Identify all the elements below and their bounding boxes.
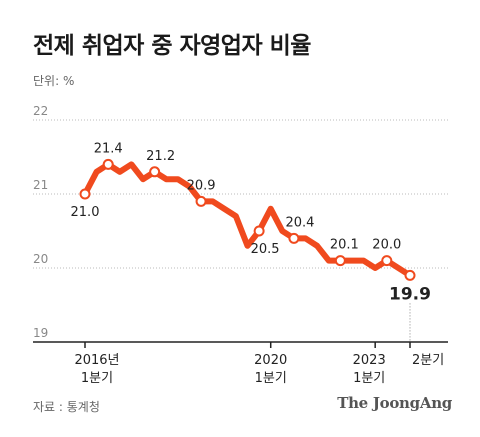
- data-point-marker: [195, 195, 207, 207]
- y-tick-label: 21: [33, 178, 48, 192]
- data-label: 21.0: [71, 205, 100, 220]
- data-point-marker: [253, 225, 265, 237]
- x-tick-label: 2분기: [412, 353, 444, 368]
- y-tick-label: 20: [33, 252, 48, 266]
- y-tick-label: 19: [33, 326, 48, 340]
- data-label: 20.5: [251, 242, 280, 257]
- data-point-marker: [381, 255, 393, 267]
- data-label: 20.4: [285, 215, 314, 230]
- x-tick-label: 1분기: [255, 371, 287, 386]
- data-label: 21.2: [146, 149, 175, 164]
- x-tick-label: 1분기: [81, 371, 113, 386]
- brand-logo: The JoongAng: [337, 394, 452, 412]
- source-note: 자료 : 통계청: [33, 400, 100, 414]
- series-line: [82, 161, 413, 279]
- data-label: 20.1: [330, 238, 359, 253]
- x-tick-label: 1분기: [353, 371, 385, 386]
- data-point-marker: [404, 269, 416, 281]
- data-point-marker: [149, 166, 161, 178]
- data-label: 19.9: [389, 284, 431, 304]
- y-tick-label: 22: [33, 104, 48, 118]
- data-point-marker: [79, 188, 91, 200]
- x-tick-label: 2023: [353, 353, 386, 368]
- data-point-marker: [102, 158, 114, 170]
- data-point-marker: [334, 255, 346, 267]
- data-label: 21.4: [94, 141, 123, 156]
- data-label: 20.0: [372, 238, 401, 253]
- chart-title: 전제 취업자 중 자영업자 비율: [33, 33, 311, 59]
- data-point-marker: [288, 232, 300, 244]
- unit-label: 단위: %: [33, 74, 75, 88]
- data-label: 20.9: [187, 178, 216, 193]
- x-tick-label: 2016년: [74, 353, 119, 368]
- x-tick-label: 2020: [254, 353, 287, 368]
